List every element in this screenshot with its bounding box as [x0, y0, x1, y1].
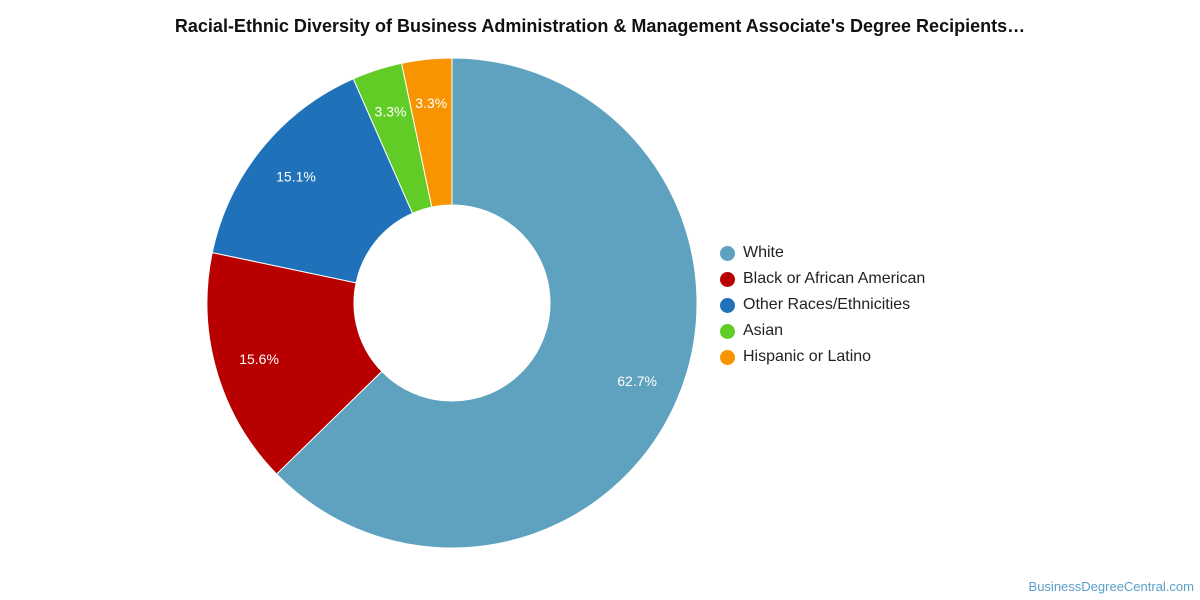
- slice-white[interactable]: [275, 57, 698, 549]
- slice-hispanic-or-latino[interactable]: [400, 57, 453, 208]
- legend-swatch: [720, 297, 735, 313]
- legend-item-white[interactable]: White: [720, 240, 925, 266]
- slice-label-hispanic-or-latino: 3.3%: [415, 95, 447, 111]
- slice-black-or-african-american[interactable]: [206, 251, 383, 475]
- slice-label-other-races-ethnicities: 15.1%: [276, 168, 316, 184]
- slice-label-black-or-african-american: 15.6%: [239, 351, 279, 367]
- slice-label-asian: 3.3%: [375, 104, 407, 120]
- slice-other-races-ethnicities[interactable]: [211, 78, 414, 284]
- legend-label: Hispanic or Latino: [743, 348, 872, 365]
- legend-swatch: [720, 349, 735, 365]
- legend-label: Other Races/Ethnicities: [743, 296, 911, 313]
- legend-label: White: [743, 244, 784, 261]
- watermark: BusinessDegreeCentral.com: [1028, 579, 1194, 594]
- chart-title: Racial-Ethnic Diversity of Business Admi…: [174, 16, 1026, 36]
- legend: White Black or African American Other Race…: [720, 240, 925, 370]
- labels-group: 62.7% 15.6% 15.1% 3.3% 3.3%: [239, 95, 657, 389]
- legend-label: Asian: [743, 322, 784, 339]
- legend-swatch: [720, 323, 735, 339]
- legend-item-asian[interactable]: Asian: [720, 318, 925, 344]
- slice-label-white: 62.7%: [617, 373, 657, 389]
- legend-swatch: [720, 245, 735, 261]
- legend-item-other-races-ethnicities[interactable]: Other Races/Ethnicities: [720, 292, 925, 318]
- slices-group: [206, 57, 698, 549]
- legend-item-hispanic-or-latino[interactable]: Hispanic or Latino: [720, 344, 925, 370]
- legend-item-black-or-african-american[interactable]: Black or African American: [720, 266, 925, 292]
- legend-swatch: [720, 271, 735, 287]
- legend-label: Black or African American: [743, 270, 926, 287]
